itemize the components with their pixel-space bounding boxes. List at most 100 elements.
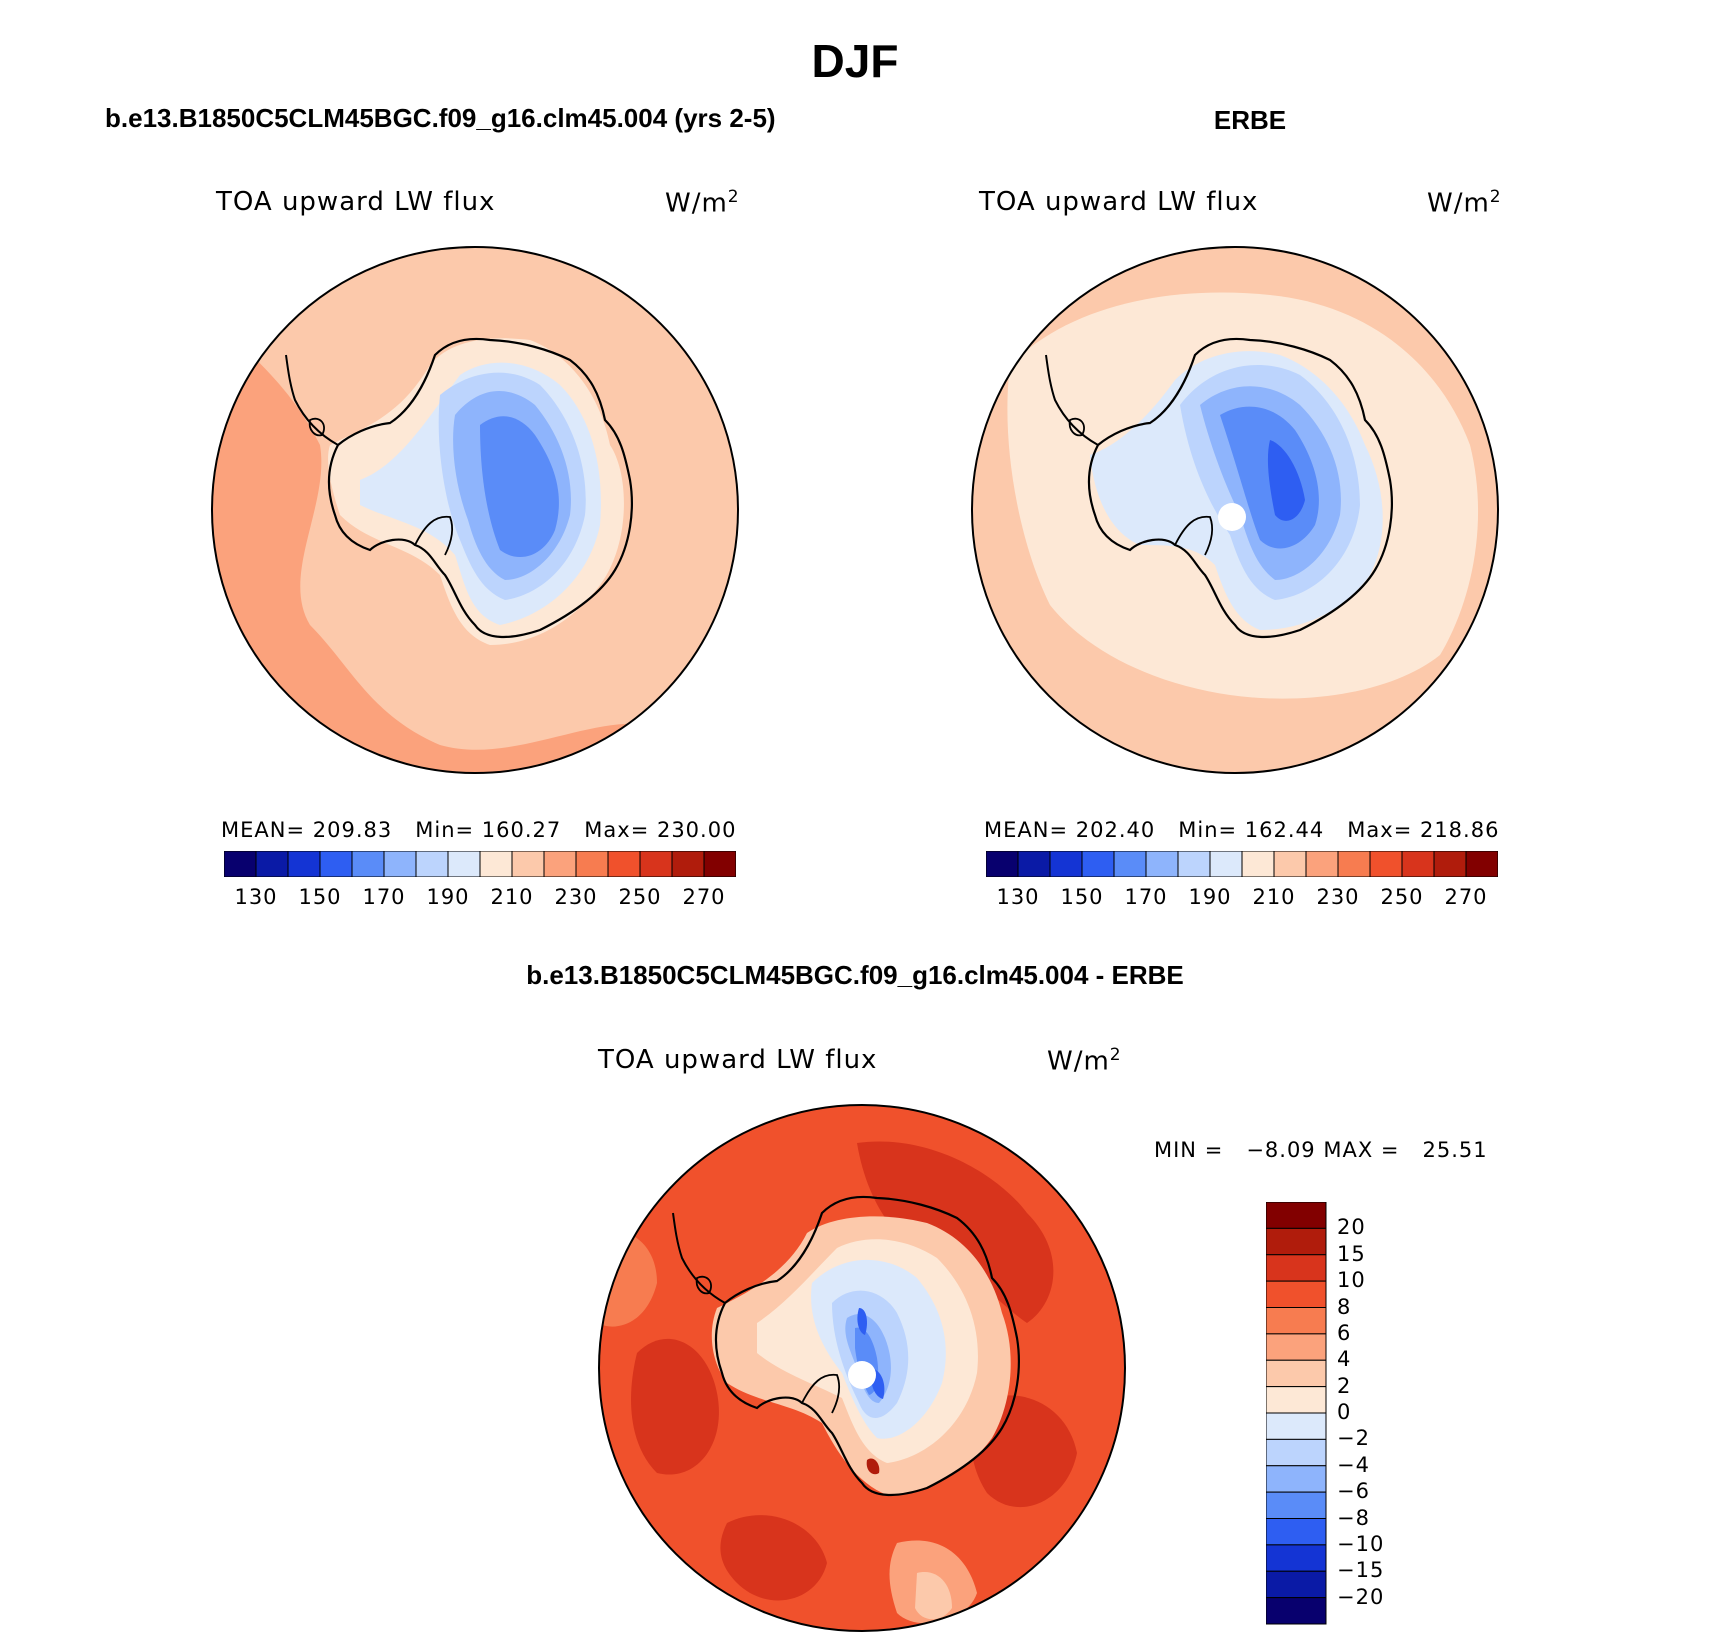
colorbar-swatch [1265, 1412, 1327, 1440]
panel-heading-model: b.e13.B1850C5CLM45BGC.f09_g16.clm45.004 … [105, 103, 776, 133]
colorbar-swatch [1265, 1386, 1327, 1414]
colorbar-swatch [1305, 850, 1339, 878]
colorbar-swatch [1265, 1544, 1327, 1572]
colorbar-tick-label: 230 [554, 885, 598, 909]
colorbar-tick-label: −4 [1337, 1452, 1370, 1477]
colorbar-swatch [1465, 850, 1499, 878]
stats-obs: MEAN= 202.40 Min= 162.44 Max= 218.86 [984, 818, 1500, 842]
colorbar-swatch [1265, 1359, 1327, 1388]
colorbar-swatch [351, 850, 385, 878]
colorbar-tick-label: 130 [996, 885, 1040, 909]
colorbar-tick-label: 170 [1124, 885, 1168, 909]
colorbar-swatch [1265, 1254, 1327, 1282]
colorbar-swatch [1337, 850, 1371, 878]
stats-diff: MIN = −8.09 MAX = 25.51 [1154, 1138, 1488, 1162]
colorbar-swatch [511, 850, 545, 878]
colorbar-swatch [639, 850, 673, 878]
colorbar-swatch [1241, 850, 1275, 878]
colorbar-swatch [1369, 850, 1403, 878]
colorbar-swatch [319, 850, 353, 878]
colorbar-tick-label: 230 [1316, 885, 1360, 909]
variable-label-model: TOA upward LW flux [216, 187, 496, 217]
colorbar-swatch [575, 850, 609, 878]
colorbar-tick-label: 6 [1337, 1320, 1352, 1345]
colorbar-swatch [703, 850, 737, 878]
stats-model: MEAN= 209.83 Min= 160.27 Max= 230.00 [221, 818, 737, 842]
colorbar-swatch [415, 850, 449, 878]
units-label-diff: W/m2 [1047, 1045, 1122, 1077]
colorbar-obs [985, 850, 1499, 878]
colorbar-swatch [985, 850, 1019, 878]
colorbar-tick-label: −15 [1337, 1558, 1385, 1583]
colorbar-swatch [1113, 850, 1147, 878]
map-obs [971, 246, 1499, 774]
colorbar-swatch [1265, 1227, 1327, 1256]
figure-title: DJF [811, 35, 899, 87]
colorbar-swatch [1401, 850, 1435, 878]
colorbar-swatch [543, 850, 577, 878]
colorbar-swatch [1265, 1518, 1327, 1546]
colorbar-swatch [1265, 1491, 1327, 1519]
colorbar-swatch [383, 850, 417, 878]
colorbar-swatch [1145, 850, 1179, 878]
colorbar-swatch [1017, 850, 1051, 878]
colorbar-obs-labels: 130 150 170 190 210 230 250 270 [986, 885, 1498, 911]
colorbar-swatch [1265, 1201, 1327, 1229]
colorbar-swatch [1273, 850, 1307, 878]
colorbar-swatch [255, 850, 289, 878]
colorbar-model [223, 850, 737, 878]
colorbar-difference [1265, 1201, 1328, 1625]
colorbar-tick-label: 150 [1060, 885, 1104, 909]
colorbar-tick-label: −8 [1337, 1505, 1370, 1530]
colorbar-tick-label: 130 [234, 885, 278, 909]
colorbar-swatch [447, 850, 481, 878]
colorbar-tick-label: 210 [490, 885, 534, 909]
colorbar-swatch [607, 850, 641, 878]
colorbar-tick-label: 10 [1337, 1268, 1366, 1293]
colorbar-swatch [1265, 1465, 1327, 1493]
map-difference [598, 1104, 1126, 1632]
colorbar-tick-label: 270 [682, 885, 726, 909]
colorbar-swatch [1081, 850, 1115, 878]
colorbar-swatch [1265, 1438, 1327, 1467]
units-label-model: W/m2 [665, 187, 740, 219]
colorbar-tick-label: 8 [1337, 1294, 1352, 1319]
units-label-obs: W/m2 [1427, 187, 1502, 219]
variable-label-diff: TOA upward LW flux [598, 1045, 878, 1075]
variable-label-obs: TOA upward LW flux [979, 187, 1259, 217]
colorbar-tick-label: 20 [1337, 1215, 1366, 1240]
map-model [211, 246, 739, 774]
colorbar-swatch [671, 850, 705, 878]
colorbar-model-labels: 130 150 170 190 210 230 250 270 [224, 885, 736, 911]
colorbar-swatch [1209, 850, 1243, 878]
colorbar-tick-label: −2 [1337, 1426, 1370, 1451]
colorbar-tick-label: 0 [1337, 1400, 1352, 1424]
colorbar-tick-label: 210 [1252, 885, 1296, 909]
colorbar-swatch [1049, 850, 1083, 878]
colorbar-tick-label: 4 [1337, 1347, 1352, 1372]
colorbar-tick-label: −10 [1337, 1531, 1385, 1556]
panel-heading-obs: ERBE [1213, 105, 1287, 135]
colorbar-swatch [479, 850, 513, 878]
colorbar-swatch [1265, 1597, 1327, 1625]
colorbar-tick-label: 250 [1380, 885, 1424, 909]
colorbar-tick-label: −20 [1337, 1584, 1385, 1609]
colorbar-difference-labels: 20 15 10 8 6 4 2 0 −2 −4 −6 −8 −10 −15 −20 [1337, 1202, 1417, 1625]
colorbar-swatch [1265, 1280, 1327, 1308]
colorbar-swatch [1265, 1307, 1327, 1335]
colorbar-tick-label: 270 [1444, 885, 1488, 909]
colorbar-tick-label: 150 [298, 885, 342, 909]
colorbar-swatch [1265, 1333, 1327, 1361]
colorbar-tick-label: 190 [426, 885, 470, 909]
colorbar-tick-label: 170 [362, 885, 406, 909]
colorbar-swatch [223, 850, 257, 878]
colorbar-tick-label: 190 [1188, 885, 1232, 909]
colorbar-tick-label: 250 [618, 885, 662, 909]
colorbar-tick-label: 2 [1337, 1373, 1352, 1398]
colorbar-tick-label: −6 [1337, 1479, 1370, 1504]
colorbar-swatch [1177, 850, 1211, 878]
difference-heading: b.e13.B1850C5CLM45BGC.f09_g16.clm45.004 … [526, 960, 1184, 990]
colorbar-swatch [287, 850, 321, 878]
colorbar-swatch [1265, 1570, 1327, 1599]
colorbar-swatch [1433, 850, 1467, 878]
